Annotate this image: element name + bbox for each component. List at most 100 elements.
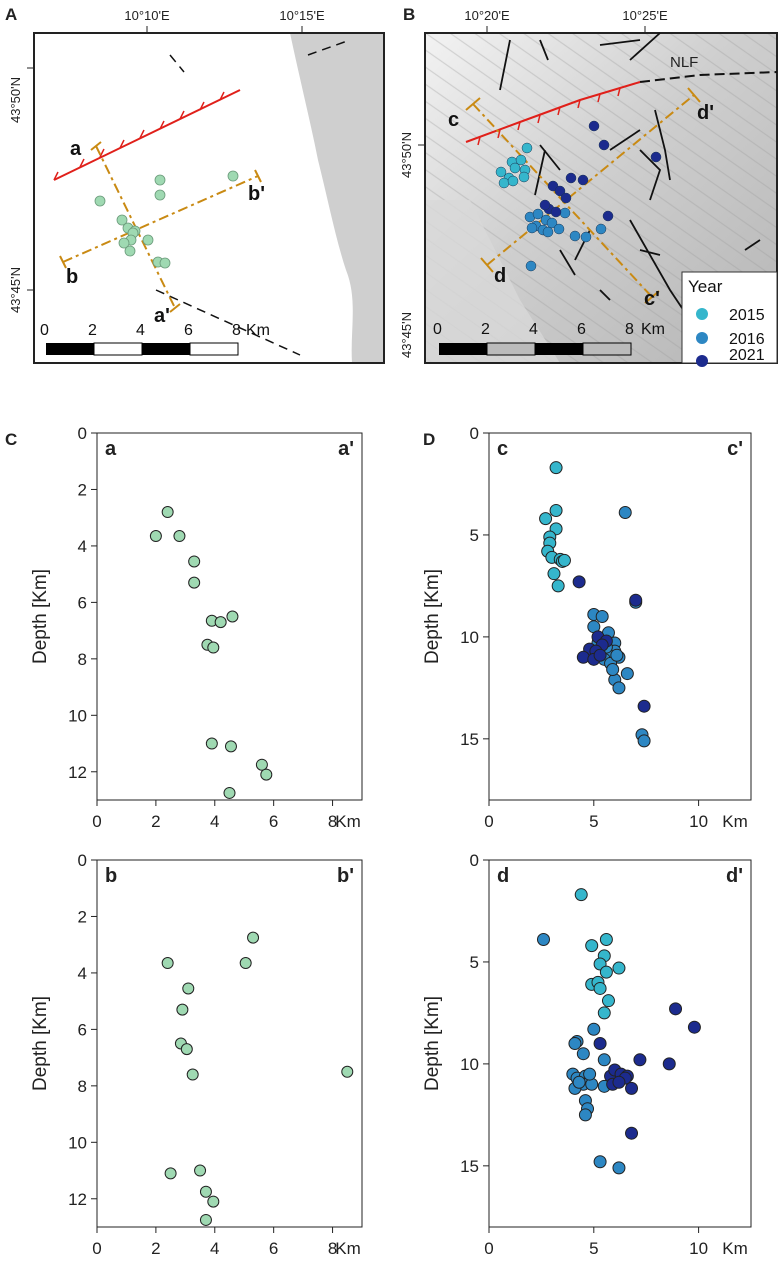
mapB-top-tick-2: 10°25'E: [622, 8, 668, 23]
data-point-2015: [549, 503, 563, 517]
data-point: [341, 1065, 354, 1078]
data-point: [260, 768, 273, 781]
section-label-b: b: [66, 266, 78, 288]
data-point: [161, 957, 174, 970]
data-point: [188, 555, 201, 568]
y-tick-label: 10: [68, 706, 87, 725]
chart-section-cc: 0 5 10 15 0 5 10 Km Depth [Km] c c': [422, 424, 752, 831]
map-B-event-2015: [509, 162, 521, 174]
data-point-2021: [629, 593, 643, 607]
svg-text:4: 4: [529, 321, 538, 338]
map-B-event-2016: [595, 223, 607, 235]
data-point: [239, 957, 252, 970]
map-B-event-2016: [542, 226, 554, 238]
data-point: [199, 1213, 212, 1226]
x-tick-label: 0: [92, 812, 101, 831]
svg-text:0: 0: [40, 322, 49, 339]
map-B-event-2016: [526, 222, 538, 234]
x-tick-label: 8: [328, 812, 337, 831]
map-B-event-2015: [515, 154, 527, 166]
legend-label-2015: 2015: [729, 307, 765, 324]
map-A-events: [94, 170, 239, 269]
y-tick-label: 15: [460, 730, 479, 749]
legend-year: Year 2015 2016 2021: [681, 271, 778, 367]
panel-label-C: C: [5, 430, 17, 449]
y-tick-label: 8: [78, 1077, 87, 1096]
map-B: NLF c c' d d' Year 2015 2016 2021 0 2 4 …: [424, 32, 778, 367]
y-tick-label: 0: [78, 851, 87, 870]
y-axis-label: Depth [Km]: [422, 996, 443, 1091]
data-point-2016: [536, 933, 550, 947]
map-B-event-2015: [495, 166, 507, 178]
fault-label-NLF: NLF: [670, 54, 698, 71]
data-point: [188, 576, 201, 589]
y-tick-label: 0: [78, 424, 87, 443]
legend-label-2016: 2016: [729, 331, 765, 348]
x-tick-label: 5: [589, 812, 598, 831]
y-tick-label: 15: [460, 1157, 479, 1176]
x-tick-label: 8: [328, 1239, 337, 1258]
y-tick-label: 0: [470, 424, 479, 443]
scalebar-B: 0 2 4 6 8 Km: [433, 321, 665, 356]
legend-label-2021: 2021: [729, 347, 765, 364]
svg-text:Km: Km: [641, 321, 665, 338]
section-label-a: a: [70, 138, 82, 160]
data-point-2015: [585, 939, 599, 953]
section-start-label: a: [105, 438, 117, 460]
mapA-left-tick-1: 43°50'N: [8, 77, 23, 123]
mapB-left-tick-2: 43°45'N: [399, 312, 414, 358]
y-tick-label: 2: [78, 907, 87, 926]
data-point-2015: [574, 888, 588, 902]
data-point: [207, 1195, 220, 1208]
panel-label-B: B: [403, 5, 415, 24]
legend-marker-2016: [696, 332, 708, 344]
data-point: [161, 506, 174, 519]
map-B-event-2016: [553, 223, 565, 235]
section-start-label: b: [105, 865, 117, 887]
x-tick-label: 10: [689, 1239, 708, 1258]
section-line-dd: [486, 94, 695, 266]
legend-marker-2015: [696, 308, 708, 320]
chart-section-dd: 0 5 10 15 0 5 10 Km Depth [Km] d d': [422, 851, 752, 1258]
data-point-2016: [612, 1161, 626, 1175]
y-tick-label: 2: [78, 480, 87, 499]
map-B-event-2016: [569, 230, 581, 242]
map-A-event: [124, 245, 136, 257]
section-end-label: c': [727, 438, 743, 460]
plot-frame: [96, 432, 363, 801]
y-tick-label: 5: [470, 526, 479, 545]
map-B-event-2021: [565, 172, 577, 184]
red-fault-B: [465, 81, 641, 143]
legend-marker-2021: [696, 355, 708, 367]
map-B-event-2021: [588, 120, 600, 132]
svg-text:Km: Km: [246, 322, 270, 339]
map-B-event-2015: [518, 171, 530, 183]
y-tick-label: 6: [78, 593, 87, 612]
plot-frame: [488, 859, 752, 1228]
red-fault-A: [53, 89, 241, 181]
y-tick-label: 4: [78, 537, 87, 556]
mapB-left-tick-1: 43°50'N: [399, 132, 414, 178]
x-tick-label: 6: [269, 1239, 278, 1258]
data-point-2015: [539, 512, 553, 526]
plot-frame: [96, 859, 363, 1228]
y-axis-label: Depth [Km]: [422, 569, 443, 664]
data-point: [164, 1167, 177, 1180]
map-A-event: [94, 195, 106, 207]
map-B-event-2021: [550, 206, 562, 218]
section-label-d-prime: d': [697, 102, 714, 124]
data-point-2016: [612, 681, 626, 695]
svg-text:6: 6: [577, 321, 586, 338]
data-point-2021: [625, 1126, 639, 1140]
data-point-2016: [637, 734, 651, 748]
svg-text:8: 8: [625, 321, 634, 338]
x-unit-label: Km: [722, 812, 748, 831]
x-tick-label: 2: [151, 812, 160, 831]
section-label-b-prime: b': [248, 183, 265, 205]
x-tick-label: 5: [589, 1239, 598, 1258]
map-B-event-2016: [532, 208, 544, 220]
x-tick-label: 0: [484, 1239, 493, 1258]
data-point: [173, 530, 186, 543]
